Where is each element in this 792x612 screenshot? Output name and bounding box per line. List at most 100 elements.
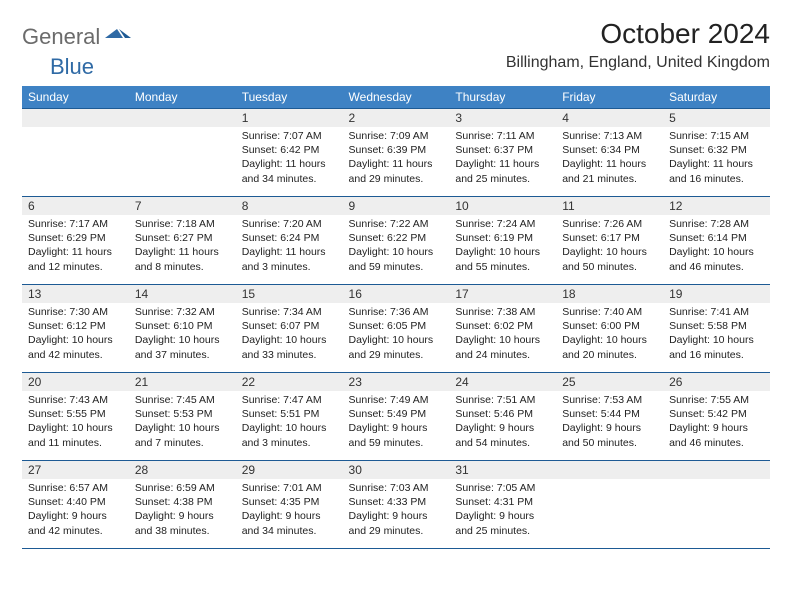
calendar-header-row: SundayMondayTuesdayWednesdayThursdayFrid… xyxy=(22,86,770,109)
day-body: Sunrise: 7:22 AMSunset: 6:22 PMDaylight:… xyxy=(343,215,450,278)
day-body: Sunrise: 7:18 AMSunset: 6:27 PMDaylight:… xyxy=(129,215,236,278)
calendar-day-cell: 1Sunrise: 7:07 AMSunset: 6:42 PMDaylight… xyxy=(236,109,343,197)
sunrise-line: Sunrise: 7:30 AM xyxy=(28,305,123,319)
sunset-line: Sunset: 4:35 PM xyxy=(242,495,337,509)
day-body: Sunrise: 7:26 AMSunset: 6:17 PMDaylight:… xyxy=(556,215,663,278)
day-body: Sunrise: 7:49 AMSunset: 5:49 PMDaylight:… xyxy=(343,391,450,454)
sunrise-line: Sunrise: 7:36 AM xyxy=(349,305,444,319)
day-body: Sunrise: 7:32 AMSunset: 6:10 PMDaylight:… xyxy=(129,303,236,366)
calendar-day-cell: 7Sunrise: 7:18 AMSunset: 6:27 PMDaylight… xyxy=(129,197,236,285)
day-number: 10 xyxy=(449,197,556,215)
calendar-day-cell: 20Sunrise: 7:43 AMSunset: 5:55 PMDayligh… xyxy=(22,373,129,461)
day-number: 31 xyxy=(449,461,556,479)
daylight-line: Daylight: 9 hours and 38 minutes. xyxy=(135,509,230,537)
sunset-line: Sunset: 5:55 PM xyxy=(28,407,123,421)
day-number: 11 xyxy=(556,197,663,215)
calendar-day-cell: 22Sunrise: 7:47 AMSunset: 5:51 PMDayligh… xyxy=(236,373,343,461)
day-number: 8 xyxy=(236,197,343,215)
daylight-line: Daylight: 10 hours and 7 minutes. xyxy=(135,421,230,449)
sunset-line: Sunset: 6:24 PM xyxy=(242,231,337,245)
calendar-day-cell: 5Sunrise: 7:15 AMSunset: 6:32 PMDaylight… xyxy=(663,109,770,197)
sunrise-line: Sunrise: 7:18 AM xyxy=(135,217,230,231)
day-body xyxy=(22,127,129,133)
sunset-line: Sunset: 6:32 PM xyxy=(669,143,764,157)
sunrise-line: Sunrise: 7:55 AM xyxy=(669,393,764,407)
calendar-day-cell: 16Sunrise: 7:36 AMSunset: 6:05 PMDayligh… xyxy=(343,285,450,373)
day-number: 20 xyxy=(22,373,129,391)
day-body xyxy=(129,127,236,133)
day-body: Sunrise: 7:01 AMSunset: 4:35 PMDaylight:… xyxy=(236,479,343,542)
month-title: October 2024 xyxy=(506,18,770,50)
calendar-day-cell: 12Sunrise: 7:28 AMSunset: 6:14 PMDayligh… xyxy=(663,197,770,285)
day-number: 19 xyxy=(663,285,770,303)
daylight-line: Daylight: 11 hours and 21 minutes. xyxy=(562,157,657,185)
day-number: 13 xyxy=(22,285,129,303)
calendar-day-header: Monday xyxy=(129,86,236,109)
logo-text-general: General xyxy=(22,24,100,50)
daylight-line: Daylight: 11 hours and 16 minutes. xyxy=(669,157,764,185)
sunrise-line: Sunrise: 7:15 AM xyxy=(669,129,764,143)
day-number: 27 xyxy=(22,461,129,479)
sunset-line: Sunset: 5:46 PM xyxy=(455,407,550,421)
calendar-day-cell: 18Sunrise: 7:40 AMSunset: 6:00 PMDayligh… xyxy=(556,285,663,373)
day-number: 26 xyxy=(663,373,770,391)
calendar-body: 1Sunrise: 7:07 AMSunset: 6:42 PMDaylight… xyxy=(22,109,770,549)
daylight-line: Daylight: 11 hours and 3 minutes. xyxy=(242,245,337,273)
day-body: Sunrise: 6:59 AMSunset: 4:38 PMDaylight:… xyxy=(129,479,236,542)
day-number: 18 xyxy=(556,285,663,303)
logo: General xyxy=(22,24,133,50)
calendar-day-cell: 8Sunrise: 7:20 AMSunset: 6:24 PMDaylight… xyxy=(236,197,343,285)
day-number: 28 xyxy=(129,461,236,479)
day-body: Sunrise: 7:09 AMSunset: 6:39 PMDaylight:… xyxy=(343,127,450,190)
daylight-line: Daylight: 10 hours and 3 minutes. xyxy=(242,421,337,449)
sunset-line: Sunset: 6:39 PM xyxy=(349,143,444,157)
calendar-week-row: 1Sunrise: 7:07 AMSunset: 6:42 PMDaylight… xyxy=(22,109,770,197)
daylight-line: Daylight: 9 hours and 34 minutes. xyxy=(242,509,337,537)
daylight-line: Daylight: 9 hours and 42 minutes. xyxy=(28,509,123,537)
sunrise-line: Sunrise: 7:03 AM xyxy=(349,481,444,495)
daylight-line: Daylight: 9 hours and 46 minutes. xyxy=(669,421,764,449)
sunset-line: Sunset: 5:58 PM xyxy=(669,319,764,333)
sunset-line: Sunset: 6:00 PM xyxy=(562,319,657,333)
sunset-line: Sunset: 6:07 PM xyxy=(242,319,337,333)
daylight-line: Daylight: 9 hours and 29 minutes. xyxy=(349,509,444,537)
day-body: Sunrise: 7:13 AMSunset: 6:34 PMDaylight:… xyxy=(556,127,663,190)
sunrise-line: Sunrise: 7:17 AM xyxy=(28,217,123,231)
day-number xyxy=(22,109,129,127)
day-body: Sunrise: 7:51 AMSunset: 5:46 PMDaylight:… xyxy=(449,391,556,454)
sunset-line: Sunset: 6:12 PM xyxy=(28,319,123,333)
sunset-line: Sunset: 6:05 PM xyxy=(349,319,444,333)
calendar-day-header: Friday xyxy=(556,86,663,109)
day-body: Sunrise: 7:11 AMSunset: 6:37 PMDaylight:… xyxy=(449,127,556,190)
day-body: Sunrise: 7:38 AMSunset: 6:02 PMDaylight:… xyxy=(449,303,556,366)
day-number: 17 xyxy=(449,285,556,303)
calendar-day-header: Sunday xyxy=(22,86,129,109)
calendar-week-row: 27Sunrise: 6:57 AMSunset: 4:40 PMDayligh… xyxy=(22,461,770,549)
calendar-day-cell: 27Sunrise: 6:57 AMSunset: 4:40 PMDayligh… xyxy=(22,461,129,549)
sunset-line: Sunset: 6:27 PM xyxy=(135,231,230,245)
day-body: Sunrise: 7:17 AMSunset: 6:29 PMDaylight:… xyxy=(22,215,129,278)
day-body: Sunrise: 7:43 AMSunset: 5:55 PMDaylight:… xyxy=(22,391,129,454)
sunrise-line: Sunrise: 7:34 AM xyxy=(242,305,337,319)
calendar-day-cell: 9Sunrise: 7:22 AMSunset: 6:22 PMDaylight… xyxy=(343,197,450,285)
sunrise-line: Sunrise: 7:05 AM xyxy=(455,481,550,495)
daylight-line: Daylight: 9 hours and 54 minutes. xyxy=(455,421,550,449)
day-body xyxy=(556,479,663,485)
sunset-line: Sunset: 6:42 PM xyxy=(242,143,337,157)
calendar-day-cell: 6Sunrise: 7:17 AMSunset: 6:29 PMDaylight… xyxy=(22,197,129,285)
sunset-line: Sunset: 6:37 PM xyxy=(455,143,550,157)
sunset-line: Sunset: 4:33 PM xyxy=(349,495,444,509)
day-number: 15 xyxy=(236,285,343,303)
sunrise-line: Sunrise: 7:07 AM xyxy=(242,129,337,143)
daylight-line: Daylight: 11 hours and 29 minutes. xyxy=(349,157,444,185)
calendar-week-row: 20Sunrise: 7:43 AMSunset: 5:55 PMDayligh… xyxy=(22,373,770,461)
sunrise-line: Sunrise: 7:13 AM xyxy=(562,129,657,143)
daylight-line: Daylight: 10 hours and 50 minutes. xyxy=(562,245,657,273)
day-body: Sunrise: 7:30 AMSunset: 6:12 PMDaylight:… xyxy=(22,303,129,366)
sunset-line: Sunset: 6:19 PM xyxy=(455,231,550,245)
day-body: Sunrise: 7:24 AMSunset: 6:19 PMDaylight:… xyxy=(449,215,556,278)
sunrise-line: Sunrise: 6:57 AM xyxy=(28,481,123,495)
calendar-day-cell: 19Sunrise: 7:41 AMSunset: 5:58 PMDayligh… xyxy=(663,285,770,373)
day-number: 25 xyxy=(556,373,663,391)
sunrise-line: Sunrise: 7:32 AM xyxy=(135,305,230,319)
